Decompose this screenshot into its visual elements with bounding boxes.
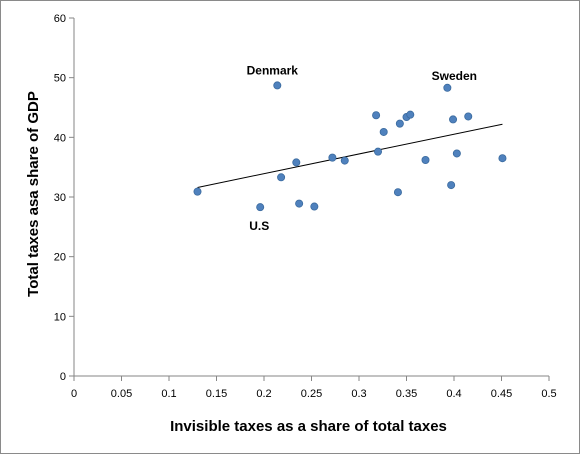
data-point [406, 110, 415, 119]
data-point [372, 111, 381, 120]
y-tick-label: 60 [54, 13, 66, 25]
data-point [421, 156, 430, 165]
data-point [256, 203, 265, 212]
x-tick-label: 0.1 [161, 388, 176, 400]
data-point [464, 112, 473, 121]
data-point [498, 154, 507, 163]
y-tick-label: 50 [54, 73, 66, 85]
x-tick-label: 0.4 [446, 388, 461, 400]
data-point [379, 127, 388, 136]
data-point [193, 187, 202, 196]
x-tick-label: 0.2 [256, 388, 271, 400]
data-point [447, 181, 456, 190]
trendline [197, 123, 503, 188]
data-point [310, 202, 319, 211]
data-point [292, 158, 301, 167]
annotation-label: Denmark [247, 63, 299, 77]
data-point [295, 199, 304, 208]
x-tick-label: 0 [71, 388, 77, 400]
y-tick-label: 20 [54, 252, 66, 264]
data-point [393, 188, 402, 197]
data-point [395, 119, 404, 128]
data-point [443, 83, 452, 92]
data-point [373, 147, 382, 156]
x-tick-label: 0.05 [111, 388, 132, 400]
x-tick-label: 0.45 [491, 388, 512, 400]
y-tick-label: 40 [54, 132, 66, 144]
annotation-label: Sweden [432, 69, 477, 83]
x-tick-label: 0.15 [206, 388, 227, 400]
x-tick-label: 0.35 [396, 388, 417, 400]
data-point [273, 81, 282, 90]
data-point [449, 115, 458, 124]
x-tick-label: 0.5 [541, 388, 556, 400]
data-point [328, 153, 337, 162]
y-tick-label: 30 [54, 192, 66, 204]
y-tick-label: 10 [54, 311, 66, 323]
x-tick-label: 0.25 [301, 388, 322, 400]
x-tick-label: 0.3 [351, 388, 366, 400]
y-axis-title: Total taxes asa share of GDP [25, 91, 42, 297]
x-axis-title: Invisible taxes as a share of total taxe… [170, 418, 447, 435]
annotation-label: U.S [249, 219, 269, 233]
data-point [452, 149, 461, 158]
data-point [340, 156, 349, 165]
y-tick-label: 0 [60, 371, 66, 383]
data-point [277, 173, 286, 182]
